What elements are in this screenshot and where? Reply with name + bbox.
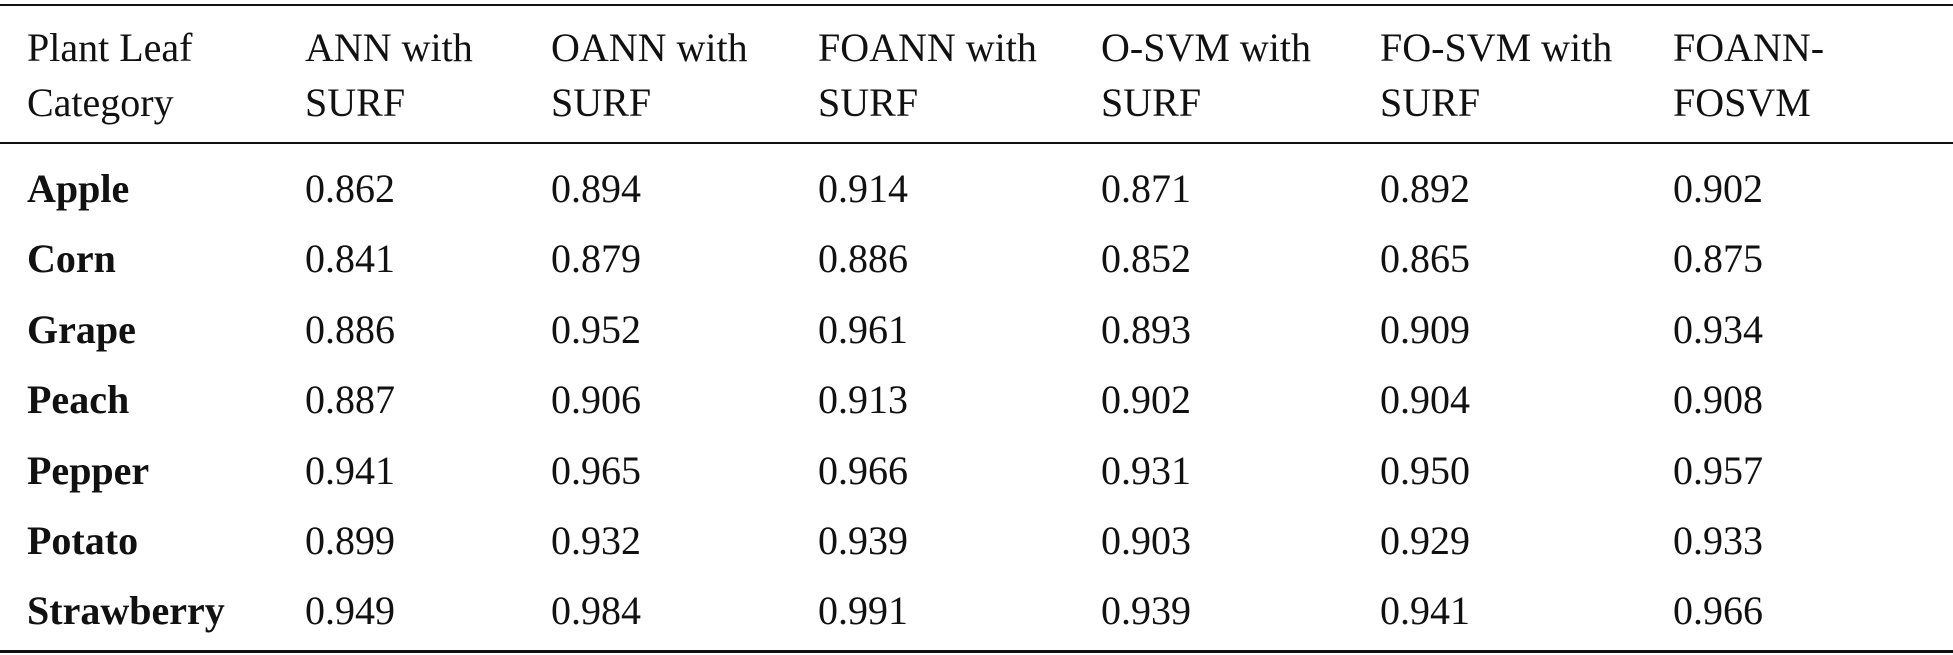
table-cell: 0.906	[551, 377, 641, 423]
row-label: Pepper	[27, 447, 150, 493]
header-cell: SURF	[818, 80, 919, 125]
table-cell: 0.865	[1380, 236, 1470, 282]
table-cell: 0.893	[1101, 306, 1191, 352]
table-cell: 0.886	[818, 236, 908, 282]
table-cell: 0.934	[1673, 306, 1763, 352]
header-cell: ANN with	[305, 25, 473, 70]
header-cell: SURF	[305, 80, 406, 125]
table-cell: 0.903	[1101, 518, 1191, 563]
table-cell: 0.966	[818, 447, 908, 493]
row-label: Apple	[27, 166, 130, 211]
table-cell: 0.991	[818, 588, 908, 634]
header-cell: FOANN-	[1673, 25, 1825, 70]
table-cell: 0.879	[551, 236, 641, 282]
table-cell: 0.939	[1101, 588, 1191, 634]
table-cell: 0.908	[1673, 377, 1763, 423]
table-cell: 0.949	[305, 588, 395, 634]
table-cell: 0.892	[1380, 166, 1470, 211]
table-cell: 0.862	[305, 166, 395, 211]
table-cell: 0.887	[305, 377, 395, 423]
table-cell: 0.841	[305, 236, 395, 282]
table-cell: 0.957	[1673, 447, 1763, 493]
header-cell: OANN with	[551, 25, 748, 70]
table-cell: 0.875	[1673, 236, 1763, 282]
row-label: Potato	[27, 518, 139, 563]
table-cell: 0.886	[305, 306, 395, 352]
table-cell: 0.902	[1673, 166, 1763, 211]
table-cell: 0.904	[1380, 377, 1470, 423]
header-cell: SURF	[1380, 80, 1481, 125]
table-cell: 0.913	[818, 377, 908, 423]
header-cell: Category	[27, 80, 174, 125]
table-cell: 0.966	[1673, 588, 1763, 634]
table-cell: 0.941	[305, 447, 395, 493]
table-cell: 0.933	[1673, 518, 1763, 563]
table-cell: 0.929	[1380, 518, 1470, 563]
header-cell: FO-SVM with	[1380, 25, 1613, 70]
table-cell: 0.899	[305, 518, 395, 563]
row-label: Grape	[27, 306, 136, 352]
header-cell: SURF	[1101, 80, 1202, 125]
table-cell: 0.909	[1380, 306, 1470, 352]
header-cell: FOANN with	[818, 25, 1037, 70]
table-cell: 0.871	[1101, 166, 1191, 211]
table-cell: 0.902	[1101, 377, 1191, 423]
header-cell: Plant Leaf	[27, 25, 193, 70]
header-rule	[0, 142, 1953, 144]
table-cell: 0.941	[1380, 588, 1470, 634]
table-cell: 0.961	[818, 306, 908, 352]
top-rule	[0, 4, 1953, 6]
table-cell: 0.965	[551, 447, 641, 493]
table-cell: 0.952	[551, 306, 641, 352]
bottom-rule	[0, 650, 1953, 653]
header-cell: SURF	[551, 80, 652, 125]
row-label: Peach	[27, 377, 130, 423]
header-cell: FOSVM	[1673, 80, 1811, 125]
row-label: Strawberry	[27, 588, 225, 634]
header-cell: O-SVM with	[1101, 25, 1312, 70]
table-cell: 0.914	[818, 166, 908, 211]
table-cell: 0.932	[551, 518, 641, 563]
table-cell: 0.852	[1101, 236, 1191, 282]
table-cell: 0.894	[551, 166, 641, 211]
row-label: Corn	[27, 236, 116, 282]
table-cell: 0.984	[551, 588, 641, 634]
table-cell: 0.931	[1101, 447, 1191, 493]
table-cell: 0.950	[1380, 447, 1470, 493]
table-cell: 0.939	[818, 518, 908, 563]
